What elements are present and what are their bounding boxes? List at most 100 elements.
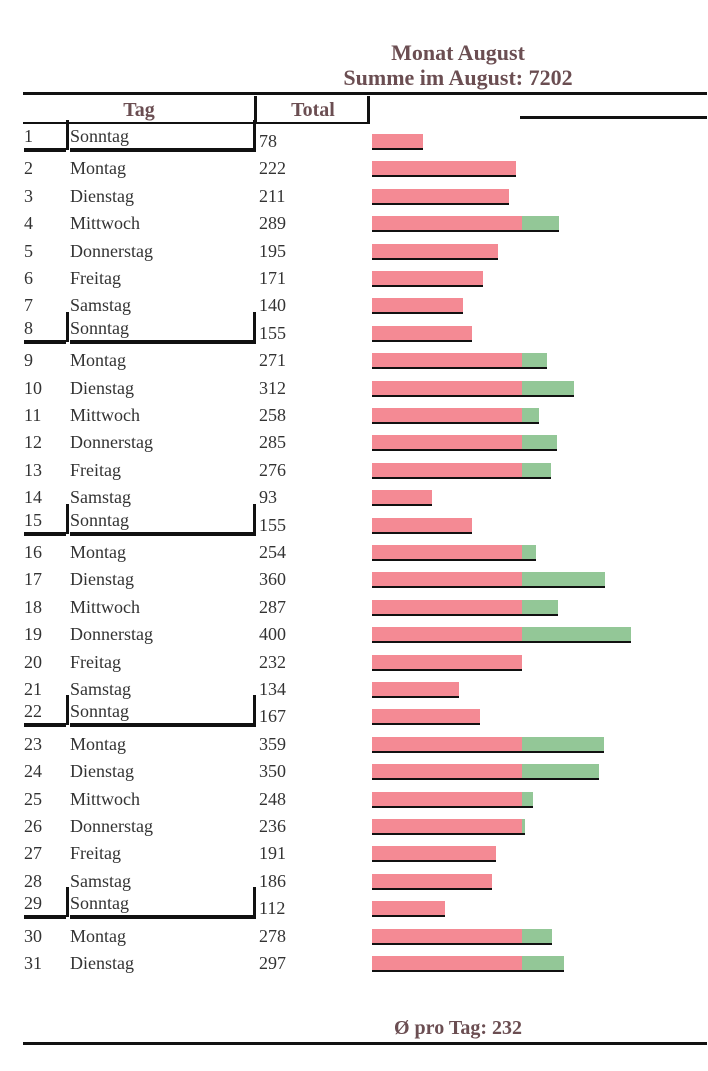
bar-segment-excess (522, 956, 564, 970)
header-top-rule (23, 92, 707, 95)
bar-segment-base (372, 627, 522, 641)
weekday-label: Sonntag (70, 510, 130, 530)
bar-segment-base (372, 271, 483, 285)
table-row: 13 Freitag 276 (0, 457, 708, 484)
table-row: 6 Freitag 171 (0, 265, 708, 292)
footer-rule (23, 1042, 707, 1045)
bar-underline (372, 559, 536, 561)
bar-underline (372, 422, 539, 424)
table-row: 16 Montag 254 (0, 539, 708, 566)
bar-underline (372, 395, 574, 397)
day-number: 13 (24, 460, 42, 480)
total-value: 278 (259, 926, 286, 946)
bar-underline (372, 203, 509, 205)
bar-segment-base (372, 874, 492, 888)
day-number: 9 (24, 350, 33, 370)
bar-segment-base (372, 792, 522, 806)
bar-segment-excess (522, 627, 631, 641)
table-row: 23 Montag 359 (0, 731, 708, 758)
weekday-label: Montag (70, 734, 126, 754)
total-value: 167 (259, 706, 286, 726)
table-row: 14 Samstag 93 (0, 484, 708, 511)
bar-underline (372, 669, 522, 671)
weekday-label: Montag (70, 926, 126, 946)
total-value: 232 (259, 652, 286, 672)
bar-underline (372, 230, 559, 232)
day-number: 17 (24, 569, 42, 589)
sunday-underline-weekday (70, 340, 256, 344)
total-value: 140 (259, 295, 286, 315)
bar-underline (372, 806, 533, 808)
bar-underline (372, 258, 498, 260)
day-number: 30 (24, 926, 42, 946)
bar-segment-excess (522, 600, 558, 614)
bar-segment-base (372, 216, 522, 230)
day-number: 14 (24, 487, 42, 507)
weekday-label: Dienstag (70, 569, 134, 589)
weekday-label: Donnerstag (70, 432, 153, 452)
bar-underline (372, 696, 459, 698)
weekday-label: Sonntag (70, 318, 130, 338)
bar-segment-base (372, 298, 463, 312)
bar-underline (372, 641, 631, 643)
total-value: 236 (259, 816, 286, 836)
total-value: 248 (259, 789, 286, 809)
table-row: 19 Donnerstag 400 (0, 621, 708, 648)
bar-underline (372, 915, 445, 917)
table-row: 22 Sonntag 167 (0, 695, 708, 730)
table-row: 30 Montag 278 (0, 923, 708, 950)
bar-underline (372, 340, 472, 342)
day-number: 29 (24, 893, 42, 913)
weekday-label: Montag (70, 350, 126, 370)
bar-segment-base (372, 545, 522, 559)
day-number: 20 (24, 652, 42, 672)
total-value: 78 (259, 131, 277, 151)
weekday-label: Mittwoch (70, 789, 140, 809)
average-per-day: Ø pro Tag: 232 (394, 1017, 522, 1039)
bar-underline (372, 614, 558, 616)
bar-underline (372, 778, 599, 780)
bar-segment-base (372, 682, 459, 696)
weekday-label: Freitag (70, 268, 121, 288)
chart-title: Monat August (391, 40, 525, 65)
sunday-bracket-right (253, 695, 256, 725)
day-number: 2 (24, 158, 33, 178)
total-value: 289 (259, 213, 286, 233)
weekday-label: Freitag (70, 843, 121, 863)
weekday-label: Sonntag (70, 893, 130, 913)
total-value: 360 (259, 569, 286, 589)
total-value: 258 (259, 405, 286, 425)
sunday-bracket-right (253, 312, 256, 342)
bar-underline (372, 586, 605, 588)
bar-underline (372, 723, 480, 725)
day-number: 6 (24, 268, 33, 288)
bar-segment-base (372, 600, 522, 614)
day-number: 8 (24, 318, 33, 338)
day-number: 4 (24, 213, 33, 233)
weekday-label: Mittwoch (70, 597, 140, 617)
header-divider-2 (367, 96, 370, 124)
weekday-label: Freitag (70, 652, 121, 672)
bar-segment-excess (522, 929, 552, 943)
total-value: 312 (259, 378, 286, 398)
day-number: 18 (24, 597, 42, 617)
table-row: 12 Donnerstag 285 (0, 429, 708, 456)
sunday-bracket-left (66, 695, 69, 725)
bar-segment-base (372, 737, 522, 751)
sunday-underline-day (24, 148, 66, 152)
header-bottom-rule (23, 122, 368, 124)
table-row: 4 Mittwoch 289 (0, 210, 708, 237)
total-value: 195 (259, 241, 286, 261)
day-number: 21 (24, 679, 42, 699)
bar-segment-base (372, 518, 472, 532)
table-row: 31 Dienstag 297 (0, 950, 708, 977)
weekday-label: Freitag (70, 460, 121, 480)
bar-underline (372, 367, 547, 369)
day-number: 7 (24, 295, 33, 315)
day-number: 23 (24, 734, 42, 754)
bar-underline (372, 888, 492, 890)
table-row: 27 Freitag 191 (0, 840, 708, 867)
table-row: 18 Mittwoch 287 (0, 594, 708, 621)
day-number: 1 (24, 126, 33, 146)
bar-segment-excess (522, 737, 604, 751)
